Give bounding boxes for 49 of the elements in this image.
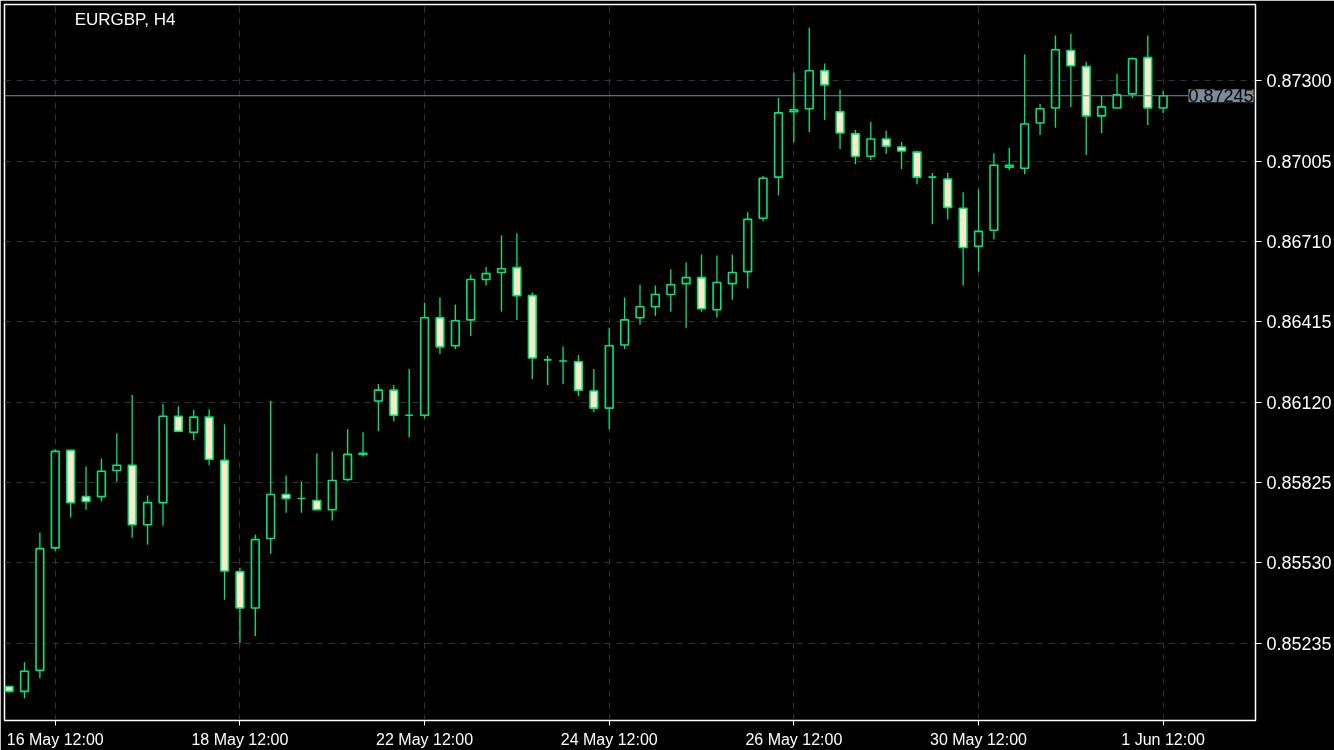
candlestick — [112, 432, 122, 483]
candlestick — [1096, 95, 1107, 134]
y-tick-label: 0.87300 — [1266, 71, 1332, 92]
y-tick-label: 0.86120 — [1266, 392, 1332, 413]
y-tick-label: 0.86415 — [1266, 312, 1332, 333]
y-tick-label: 0.85530 — [1266, 553, 1332, 574]
candlestick — [727, 253, 737, 301]
y-tick-label: 0.87005 — [1266, 151, 1332, 172]
y-tick-label: 0.85825 — [1266, 472, 1332, 493]
candlestick — [481, 266, 491, 287]
x-tick-label: 24 May 12:00 — [560, 730, 658, 748]
candlestick — [973, 188, 984, 273]
candlestick — [635, 284, 645, 326]
candlestick — [1004, 147, 1014, 171]
candlestick — [881, 130, 891, 155]
y-tick-label: 0.86710 — [1266, 231, 1332, 252]
candlestick — [789, 71, 799, 143]
candlestick — [835, 89, 845, 150]
candlestick — [1158, 90, 1168, 114]
candlestick — [81, 465, 91, 511]
candlestick — [1066, 32, 1076, 108]
candlestick — [373, 383, 384, 432]
candlestick — [589, 368, 599, 413]
candlestick — [358, 431, 368, 457]
candlestick — [850, 129, 861, 165]
candlestick — [142, 494, 153, 546]
chart-title: EURGBP, H4 — [74, 9, 176, 29]
x-tick-label: 1 Jun 12:00 — [1121, 730, 1206, 748]
x-tick-label: 30 May 12:00 — [930, 730, 1028, 748]
candlestick — [173, 405, 184, 433]
candlestick — [896, 141, 907, 170]
x-tick-label: 18 May 12:00 — [191, 730, 289, 748]
candlestick — [820, 62, 830, 121]
candlestick — [1035, 103, 1045, 136]
candlestick — [866, 121, 876, 161]
ref-line-label: 0.87245 — [1188, 86, 1254, 107]
x-tick-label: 16 May 12:00 — [6, 730, 104, 748]
candlestick — [496, 234, 507, 313]
candlestick — [312, 452, 322, 511]
y-tick-label: 0.85235 — [1266, 633, 1332, 654]
candlestick — [281, 474, 291, 514]
x-tick-label: 22 May 12:00 — [376, 730, 474, 748]
candlestick — [19, 661, 30, 700]
x-tick-label: 26 May 12:00 — [745, 730, 843, 748]
candlestick — [1112, 73, 1122, 109]
candlestick — [189, 409, 199, 441]
candlestick — [681, 261, 691, 329]
candlestick — [650, 284, 661, 317]
candlestick — [666, 268, 676, 313]
